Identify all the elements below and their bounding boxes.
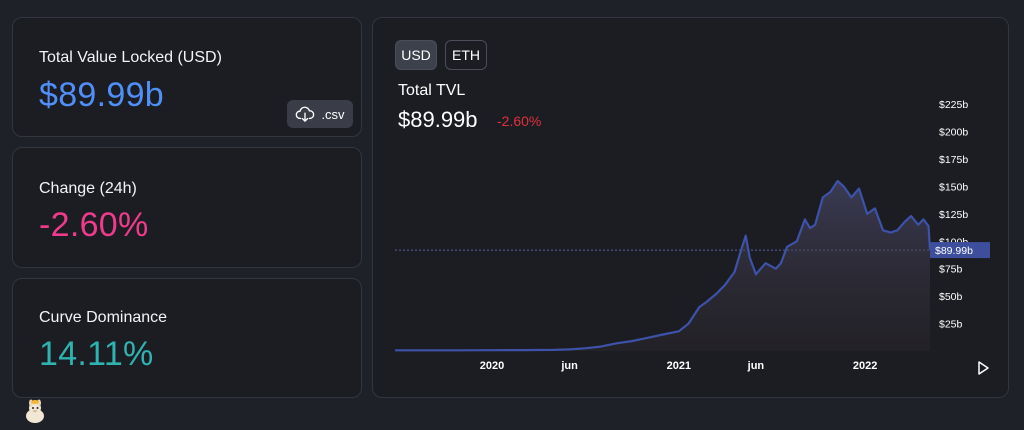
x-tick-label: jun	[747, 360, 765, 372]
y-tick-label: $50b	[939, 291, 963, 303]
tvl-area	[395, 181, 930, 351]
llama-icon	[26, 399, 44, 423]
tvl-chart[interactable]: $25b$50b$75b$100b$125b$150b$175b$200b$22…	[373, 18, 1010, 399]
change-value: -2.60%	[39, 206, 149, 244]
currency-toggle-eth[interactable]: ETH	[445, 40, 487, 70]
download-csv-button[interactable]: .csv	[287, 100, 353, 128]
chart-panel: USD ETH Total TVL $89.99b -2.60% $25b $50…	[372, 17, 1009, 398]
play-button[interactable]	[978, 361, 989, 375]
cloud-download-icon	[296, 106, 315, 122]
tvl-line	[395, 179, 932, 352]
dominance-card: Curve Dominance 14.11%	[12, 278, 362, 398]
y-tick-label: $150b	[939, 181, 968, 193]
tvl-value: $89.99b	[39, 76, 165, 114]
y-tick-label: $25b	[939, 319, 963, 331]
currency-toggle-usd[interactable]: USD	[395, 40, 437, 70]
tvl-label: Total Value Locked (USD)	[39, 49, 222, 66]
dominance-label: Curve Dominance	[39, 309, 168, 326]
y-tick-label: $200b	[939, 127, 968, 139]
chart-current-value: $89.99b	[398, 107, 478, 132]
play-icon	[978, 361, 989, 375]
y-tick-label: $125b	[939, 209, 968, 221]
current-value-label: $89.99b	[935, 245, 973, 257]
y-tick-label: $225b	[939, 99, 968, 111]
chart-change: -2.60%	[497, 113, 542, 129]
csv-label: .csv	[321, 106, 345, 122]
change-label: Change (24h)	[39, 180, 137, 197]
change-card: Change (24h) -2.60%	[12, 147, 362, 268]
x-tick-label: jun	[560, 360, 578, 372]
chart-title: Total TVL	[398, 82, 466, 99]
y-tick-label: $75b	[939, 264, 963, 276]
x-tick-label: 2022	[853, 360, 877, 372]
x-tick-label: 2021	[667, 360, 691, 372]
y-tick-label: $175b	[939, 154, 968, 166]
dominance-value: 14.11%	[39, 335, 154, 373]
x-tick-label: 2020	[480, 360, 504, 372]
tvl-card: Total Value Locked (USD) $89.99b .csv	[12, 17, 362, 137]
llama-logo[interactable]	[22, 398, 48, 426]
current-value-badge: $89.99b	[930, 242, 990, 259]
